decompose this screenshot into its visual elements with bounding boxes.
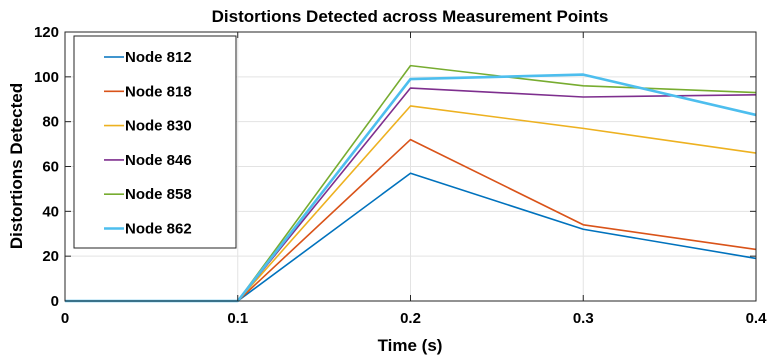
y-tick-label: 100: [34, 69, 59, 86]
legend-label: Node 846: [125, 152, 192, 169]
legend-label: Node 830: [125, 118, 192, 135]
x-tick-label: 0.3: [573, 310, 594, 327]
x-tick-label: 0.2: [400, 310, 421, 327]
x-tick-label: 0.1: [227, 310, 248, 327]
x-axis-label: Time (s): [378, 336, 443, 355]
y-tick-label: 0: [51, 293, 59, 310]
legend: Node 812 Node 818 Node 830 Node 846 Node 858…: [73, 35, 237, 249]
x-tick-label: 0.4: [746, 310, 768, 327]
y-tick-label: 20: [42, 248, 59, 265]
legend-box: [73, 35, 237, 249]
y-axis-label: Distortions Detected: [7, 83, 26, 249]
y-tick-label: 80: [42, 114, 59, 131]
ticks: 0 0.1 0.2 0.3 0.4 0 20 40 60 80 100 120: [34, 24, 767, 327]
y-tick-label: 60: [42, 159, 59, 176]
legend-label: Node 862: [125, 221, 192, 238]
y-tick-label: 120: [34, 24, 59, 41]
legend-label: Node 858: [125, 186, 192, 203]
y-tick-label: 40: [42, 203, 59, 220]
legend-label: Node 818: [125, 83, 192, 100]
legend-label: Node 812: [125, 49, 192, 66]
chart-title: Distortions Detected across Measurement …: [212, 7, 609, 26]
x-tick-label: 0: [61, 310, 69, 327]
